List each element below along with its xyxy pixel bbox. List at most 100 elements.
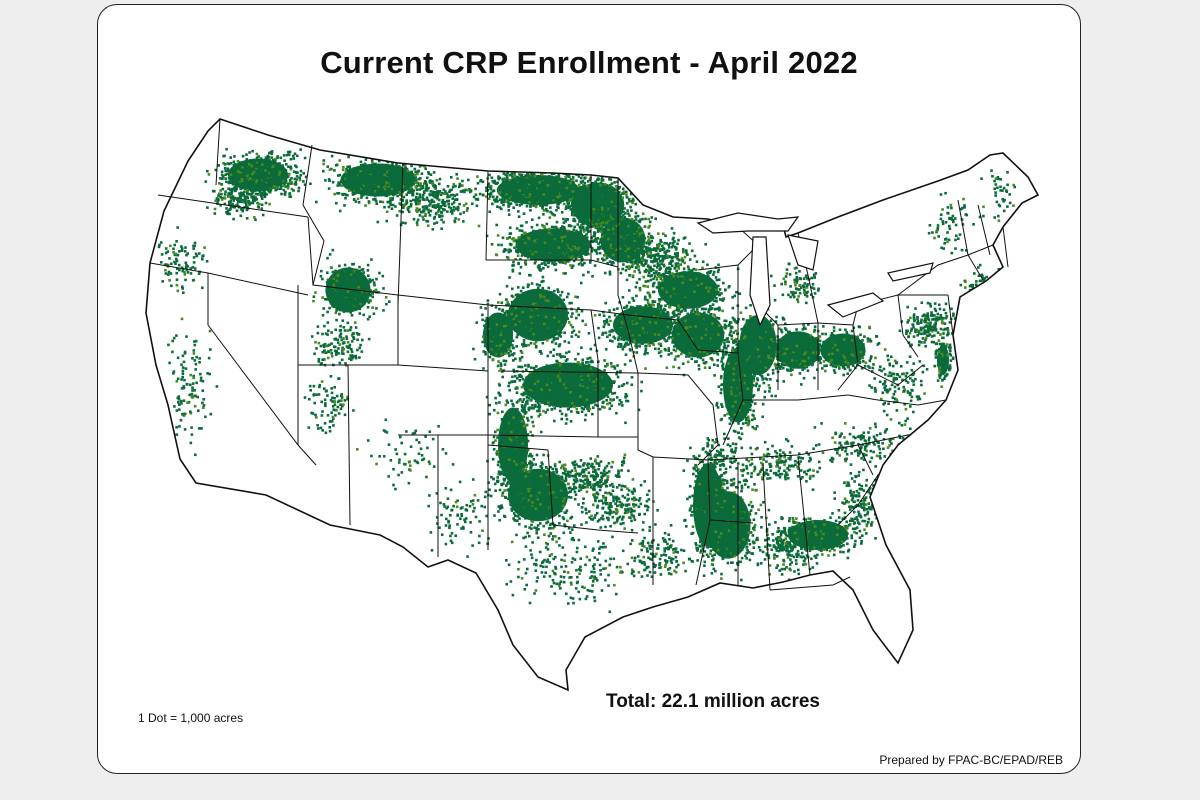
- enrollment-dot: [548, 178, 552, 182]
- enrollment-dot: [543, 235, 546, 239]
- enrollment-dot: [263, 193, 267, 197]
- enrollment-dot: [396, 194, 399, 198]
- enrollment-dot: [588, 205, 591, 208]
- enrollment-dot: [699, 315, 702, 318]
- enrollment-dot: [652, 268, 655, 272]
- enrollment-dot: [509, 189, 512, 192]
- enrollment-dot: [226, 167, 230, 171]
- enrollment-dot: [532, 204, 535, 207]
- enrollment-dot: [611, 192, 614, 195]
- enrollment-dot: [420, 187, 423, 190]
- enrollment-dot: [667, 349, 670, 352]
- map-card: Current CRP Enrollment - April 2022: [97, 4, 1081, 774]
- enrollment-dot: [549, 198, 553, 202]
- enrollment-dot: [245, 204, 248, 208]
- enrollment-dot: [254, 196, 257, 199]
- enrollment-dot: [590, 250, 594, 253]
- enrollment-dot: [424, 206, 427, 210]
- enrollment-dot: [546, 251, 549, 254]
- enrollment-dot: [557, 253, 561, 257]
- enrollment-dot: [612, 335, 615, 339]
- enrollment-dot: [593, 190, 596, 194]
- enrollment-dot: [550, 237, 553, 240]
- enrollment-dot: [278, 173, 281, 176]
- enrollment-dot: [575, 202, 578, 206]
- enrollment-dot: [713, 323, 716, 326]
- enrollment-dot: [631, 263, 635, 266]
- enrollment-dot: [649, 274, 652, 278]
- enrollment-dot: [550, 182, 553, 186]
- enrollment-dot: [625, 193, 628, 196]
- enrollment-dot: [578, 220, 581, 223]
- enrollment-dot: [710, 357, 714, 360]
- enrollment-dot: [643, 316, 646, 319]
- enrollment-dot: [271, 185, 275, 189]
- enrollment-dot: [681, 362, 685, 365]
- enrollment-dot: [730, 337, 734, 341]
- enrollment-dot: [286, 175, 290, 178]
- enrollment-dot: [247, 199, 251, 203]
- enrollment-dot: [605, 202, 609, 205]
- enrollment-dot: [233, 174, 237, 178]
- enrollment-dot: [492, 198, 496, 202]
- enrollment-dot: [437, 198, 441, 202]
- enrollment-dot: [215, 197, 219, 200]
- enrollment-dot: [386, 165, 389, 168]
- enrollment-dot: [524, 174, 527, 177]
- enrollment-dot: [404, 202, 408, 206]
- enrollment-dot: [204, 180, 208, 183]
- enrollment-dot: [238, 182, 242, 185]
- enrollment-dot: [545, 201, 549, 204]
- enrollment-dot: [418, 165, 422, 168]
- enrollment-dot: [663, 337, 666, 341]
- enrollment-dot: [699, 285, 702, 288]
- enrollment-dot: [588, 215, 591, 219]
- enrollment-dot: [630, 313, 634, 316]
- enrollment-dot: [634, 331, 637, 335]
- enrollment-dot: [378, 168, 381, 172]
- enrollment-dot: [609, 319, 612, 323]
- enrollment-dot: [499, 185, 503, 189]
- enrollment-dot: [596, 227, 600, 231]
- enrollment-dot: [701, 260, 705, 264]
- enrollment-dot: [279, 156, 283, 160]
- enrollment-dot: [233, 177, 237, 181]
- enrollment-dot: [608, 333, 611, 337]
- enrollment-dot: [669, 295, 673, 298]
- enrollment-dot: [523, 184, 527, 187]
- enrollment-dot: [708, 286, 712, 290]
- enrollment-dot: [441, 198, 445, 202]
- enrollment-dot: [675, 294, 679, 298]
- enrollment-dot: [629, 248, 632, 252]
- enrollment-dot: [574, 205, 577, 209]
- enrollment-dot: [495, 223, 498, 227]
- enrollment-dot: [665, 268, 668, 271]
- enrollment-dot: [220, 198, 224, 201]
- enrollment-dot: [713, 350, 717, 354]
- enrollment-dot: [582, 230, 586, 233]
- enrollment-dot: [722, 346, 726, 349]
- enrollment-dot: [519, 265, 523, 269]
- enrollment-dot: [581, 192, 584, 195]
- enrollment-dot: [586, 248, 590, 251]
- enrollment-dot: [377, 176, 381, 180]
- enrollment-dot: [538, 175, 542, 178]
- enrollment-dot: [353, 178, 357, 181]
- enrollment-dot: [708, 325, 711, 329]
- enrollment-dot: [696, 272, 699, 275]
- enrollment-dot: [597, 199, 600, 202]
- enrollment-dot: [322, 162, 325, 166]
- enrollment-dot: [401, 190, 404, 194]
- enrollment-dot: [529, 205, 532, 208]
- enrollment-dot: [646, 279, 650, 283]
- enrollment-dot: [685, 326, 688, 329]
- enrollment-dot: [658, 284, 661, 287]
- enrollment-dot: [540, 239, 544, 242]
- enrollment-dot: [667, 318, 670, 322]
- enrollment-dot: [611, 194, 614, 197]
- enrollment-dot: [377, 185, 380, 188]
- enrollment-dot: [584, 250, 588, 253]
- enrollment-dot: [543, 225, 546, 229]
- enrollment-dot: [498, 186, 501, 189]
- enrollment-dot: [525, 184, 529, 187]
